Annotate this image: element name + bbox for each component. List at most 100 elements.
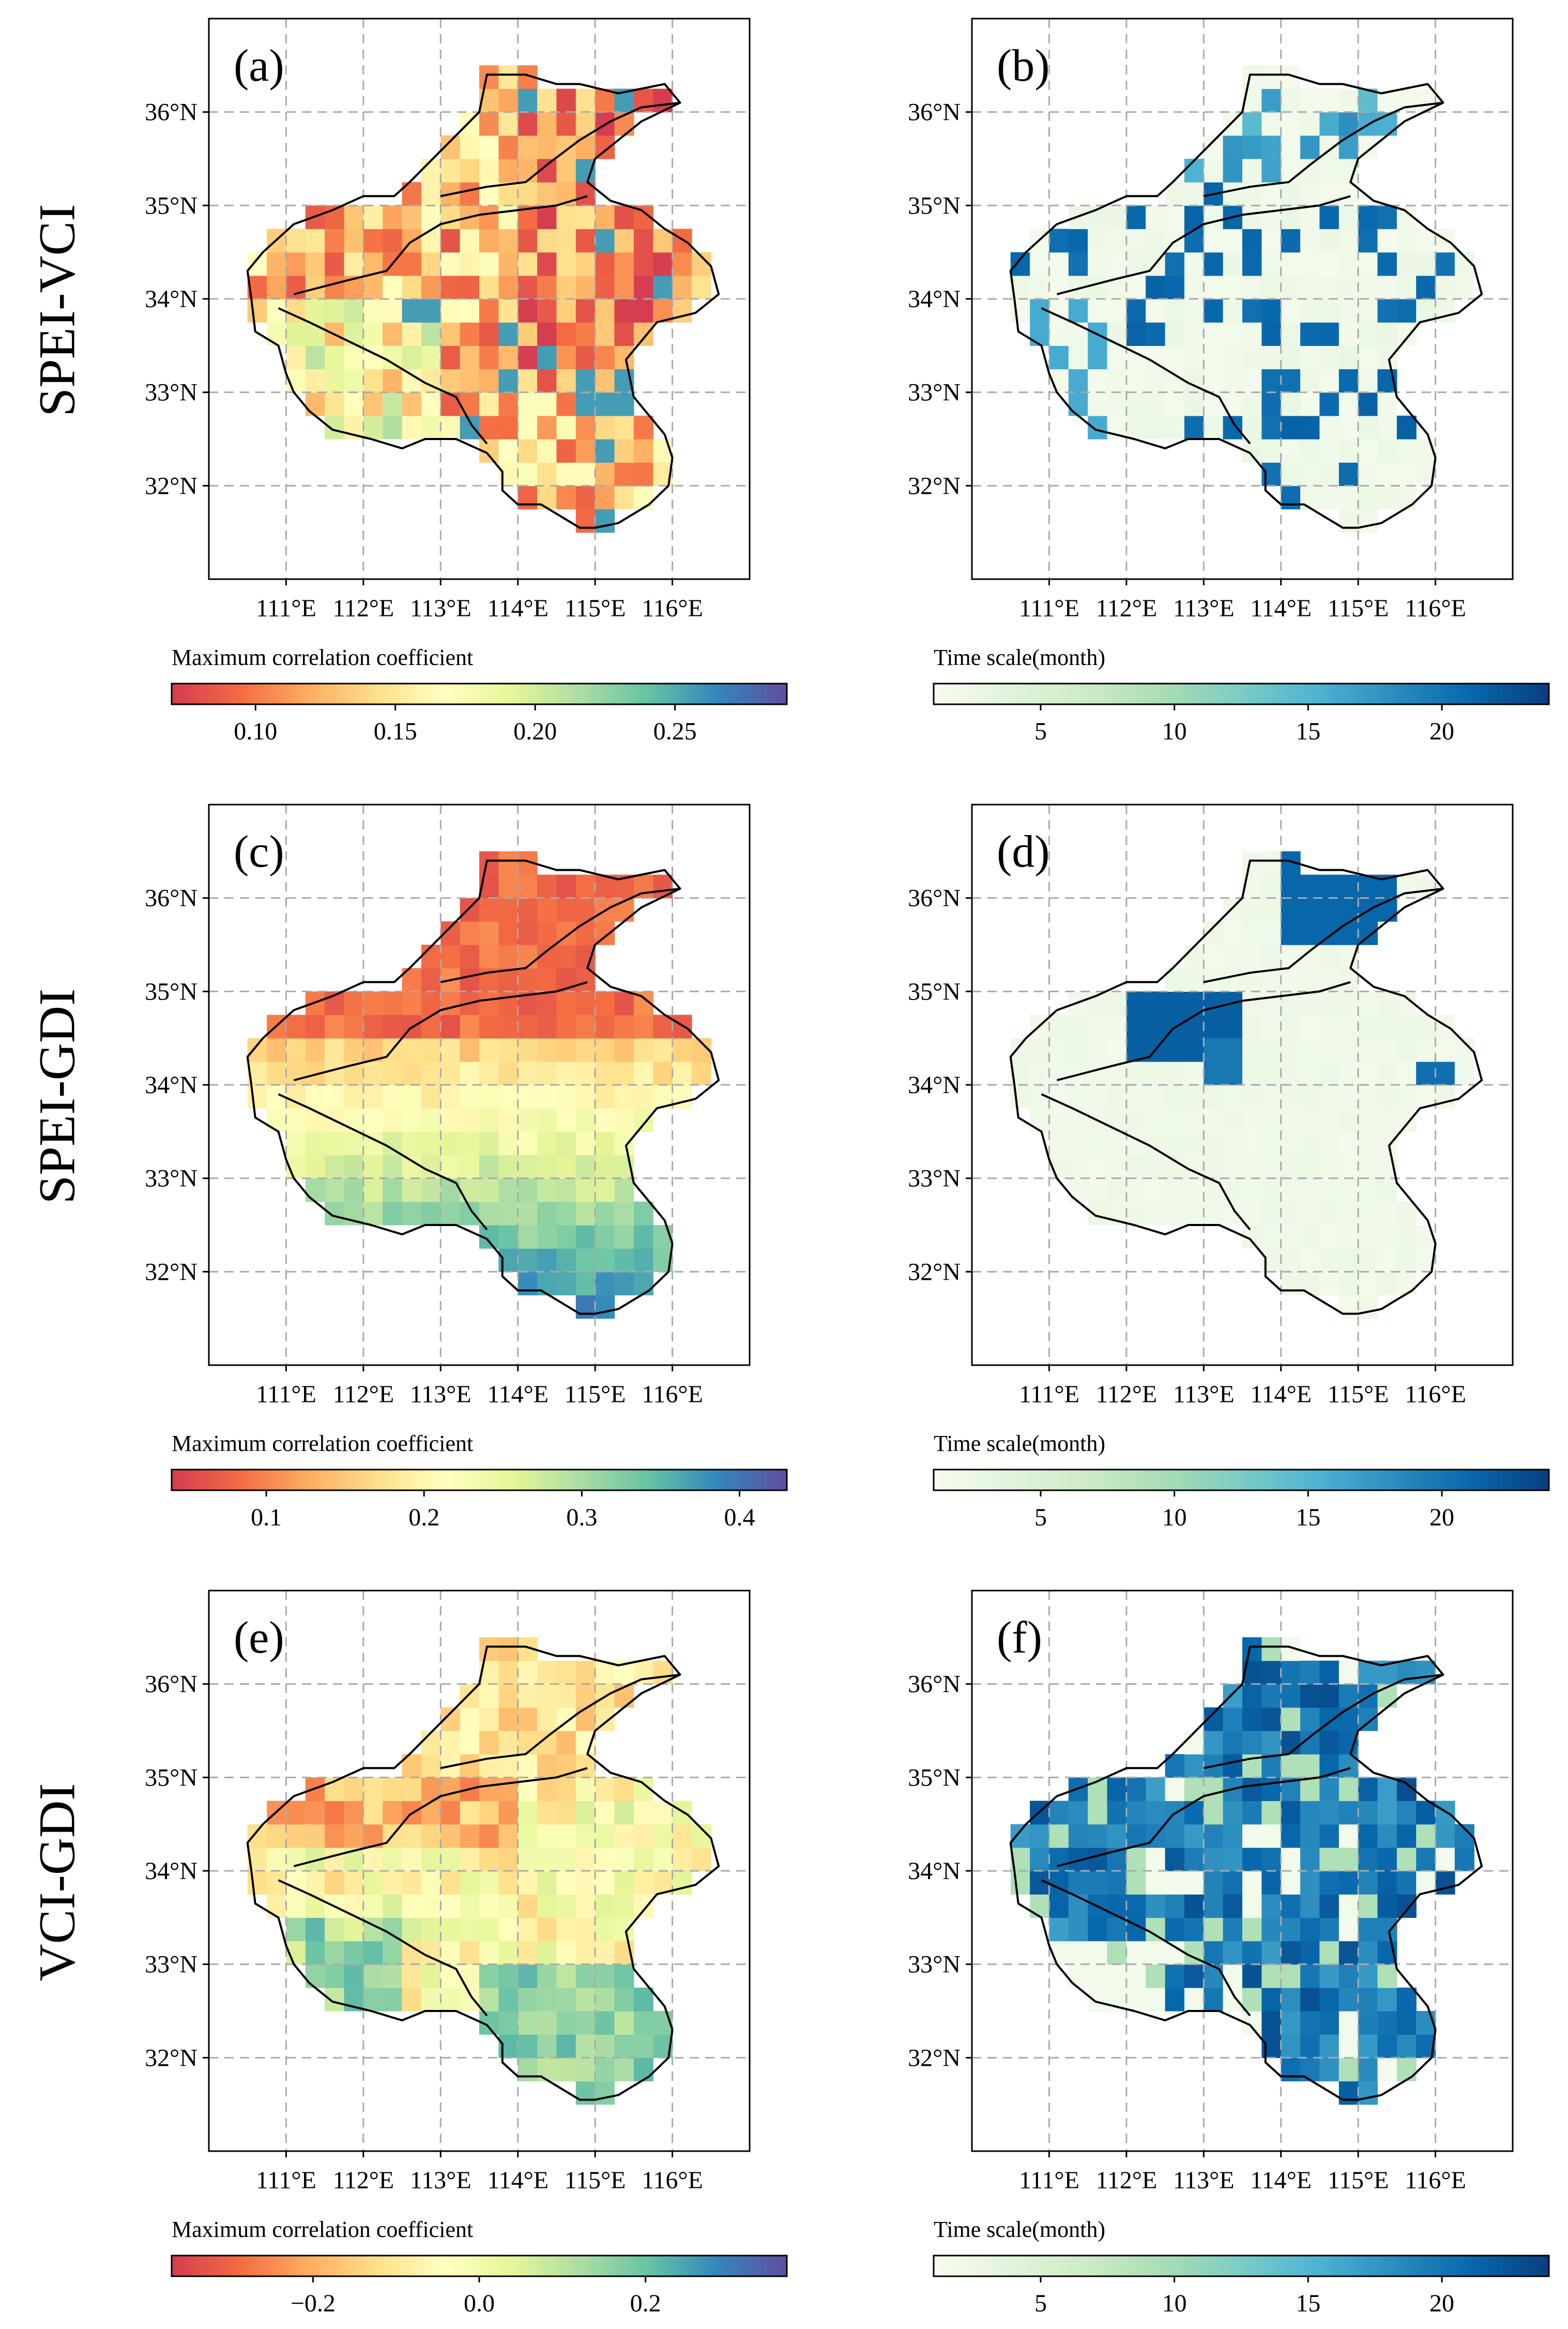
colorbar-segment xyxy=(566,2256,572,2276)
colorbar-segment xyxy=(1533,1470,1539,1490)
grid-cell xyxy=(1319,1871,1339,1895)
colorbar-segment xyxy=(668,2256,675,2276)
colorbar-segment xyxy=(556,1470,562,1490)
colorbar-segment xyxy=(1169,1470,1175,1490)
grid-cell xyxy=(537,1272,557,1296)
colorbar-segment xyxy=(1502,684,1509,704)
grid-cell xyxy=(1261,1637,1282,1661)
grid-cell xyxy=(1281,1131,1301,1156)
colorbar-segment xyxy=(1338,684,1345,704)
colorbar-segment xyxy=(1307,684,1314,704)
colorbar-segment xyxy=(766,1470,772,1490)
grid-cell xyxy=(1358,1987,1378,2012)
colorbar-frame xyxy=(933,683,1550,705)
grid-cell xyxy=(479,65,499,89)
grid-cell xyxy=(1223,1987,1243,2012)
grid-cell xyxy=(517,345,538,370)
colorbar-segment xyxy=(299,684,306,704)
colorbar-segment xyxy=(1298,2256,1303,2276)
colorbar-segment xyxy=(1426,1470,1432,1490)
grid-cell xyxy=(517,874,538,899)
grid-cell xyxy=(1300,1964,1320,1988)
grid-cell xyxy=(1377,299,1397,323)
colorbar-segment xyxy=(1518,2256,1524,2276)
colorbar-segment xyxy=(1144,1470,1150,1490)
grid-cell xyxy=(1204,1824,1224,1848)
grid-cell xyxy=(537,1108,557,1132)
grid-cell xyxy=(537,1754,557,1778)
grid-cell xyxy=(479,345,499,370)
grid-cell xyxy=(595,1824,615,1848)
colorbar-segment xyxy=(1497,684,1503,704)
colorbar-segment xyxy=(1277,1470,1283,1490)
colorbar-segment xyxy=(617,1470,623,1490)
grid-cell xyxy=(1319,1731,1339,1755)
lon-tick-label: 115°E xyxy=(1328,2167,1389,2194)
colorbar-segment xyxy=(1482,1470,1488,1490)
grid-cell xyxy=(575,1178,596,1202)
grid-cell xyxy=(556,1038,576,1062)
grid-cell xyxy=(1088,1178,1108,1202)
colorbar-segment xyxy=(1374,2256,1380,2276)
colorbar-segment xyxy=(1010,1470,1016,1490)
colorbar-segment xyxy=(980,2256,985,2276)
colorbar-b: 5 10 15 20 xyxy=(933,683,1550,745)
colorbar-segment xyxy=(628,2256,634,2276)
colorbar-segment xyxy=(954,684,960,704)
colorbar-segment xyxy=(202,2256,208,2276)
colorbar-segment xyxy=(1159,684,1165,704)
grid-cell xyxy=(633,1201,653,1226)
grid-cell xyxy=(305,1941,325,1965)
grid-cell xyxy=(1242,1085,1262,1109)
grid-cell xyxy=(1223,1801,1243,1825)
grid-cell xyxy=(1377,1964,1397,1988)
colorbar-segment xyxy=(1231,1470,1237,1490)
colorbar-segment xyxy=(510,1470,516,1490)
grid-cell xyxy=(1300,2058,1320,2082)
grid-cell xyxy=(633,1987,653,2012)
colorbar-segment xyxy=(1098,1470,1103,1490)
grid-cell xyxy=(440,1061,461,1085)
grid-cell xyxy=(672,1038,692,1062)
colorbar-segment xyxy=(980,684,985,704)
grid-cell xyxy=(1338,275,1359,299)
colorbar-segment xyxy=(1041,684,1047,704)
grid-cell xyxy=(537,1660,557,1685)
grid-cell xyxy=(1300,252,1320,276)
colorbar-segment xyxy=(284,2256,290,2276)
grid-cell xyxy=(305,1038,325,1062)
grid-cell xyxy=(1300,415,1320,440)
lon-tick-label: 111°E xyxy=(256,595,316,622)
grid-cell xyxy=(1184,415,1204,440)
grid-cell xyxy=(460,921,480,945)
colorbar-segment xyxy=(392,2256,398,2276)
grid-cell xyxy=(1300,1155,1320,1179)
colorbar-segment xyxy=(1098,2256,1103,2276)
grid-cell xyxy=(1281,1178,1301,1202)
grid-cell xyxy=(1242,369,1262,393)
grid-cell xyxy=(325,1155,345,1179)
grid-cell xyxy=(575,2034,596,2058)
grid-cell xyxy=(595,2081,615,2105)
colorbar-segment xyxy=(1077,1470,1083,1490)
grid-cell xyxy=(614,322,634,346)
grid-cell xyxy=(1184,1917,1204,1942)
colorbar-segment xyxy=(474,1470,480,1490)
grid-cell xyxy=(1165,275,1185,299)
grid-cell xyxy=(440,1847,461,1871)
grid-cell xyxy=(383,1987,403,2012)
grid-cell xyxy=(575,1038,596,1062)
grid-cell xyxy=(1204,1108,1224,1132)
basin-boundary xyxy=(278,1879,488,2017)
grid-cell xyxy=(305,229,325,253)
colorbar-segment xyxy=(730,1470,736,1490)
grid-cell xyxy=(1126,1871,1146,1895)
colorbar-segment xyxy=(1236,2256,1242,2276)
grid-cell xyxy=(1377,205,1397,230)
colorbar-segment xyxy=(295,684,300,704)
grid-cell xyxy=(1261,322,1282,346)
grid-cell xyxy=(325,1015,345,1039)
grid-cell xyxy=(498,968,519,992)
grid-cell xyxy=(498,1085,519,1109)
lon-tick-label: 111°E xyxy=(1019,2167,1079,2194)
